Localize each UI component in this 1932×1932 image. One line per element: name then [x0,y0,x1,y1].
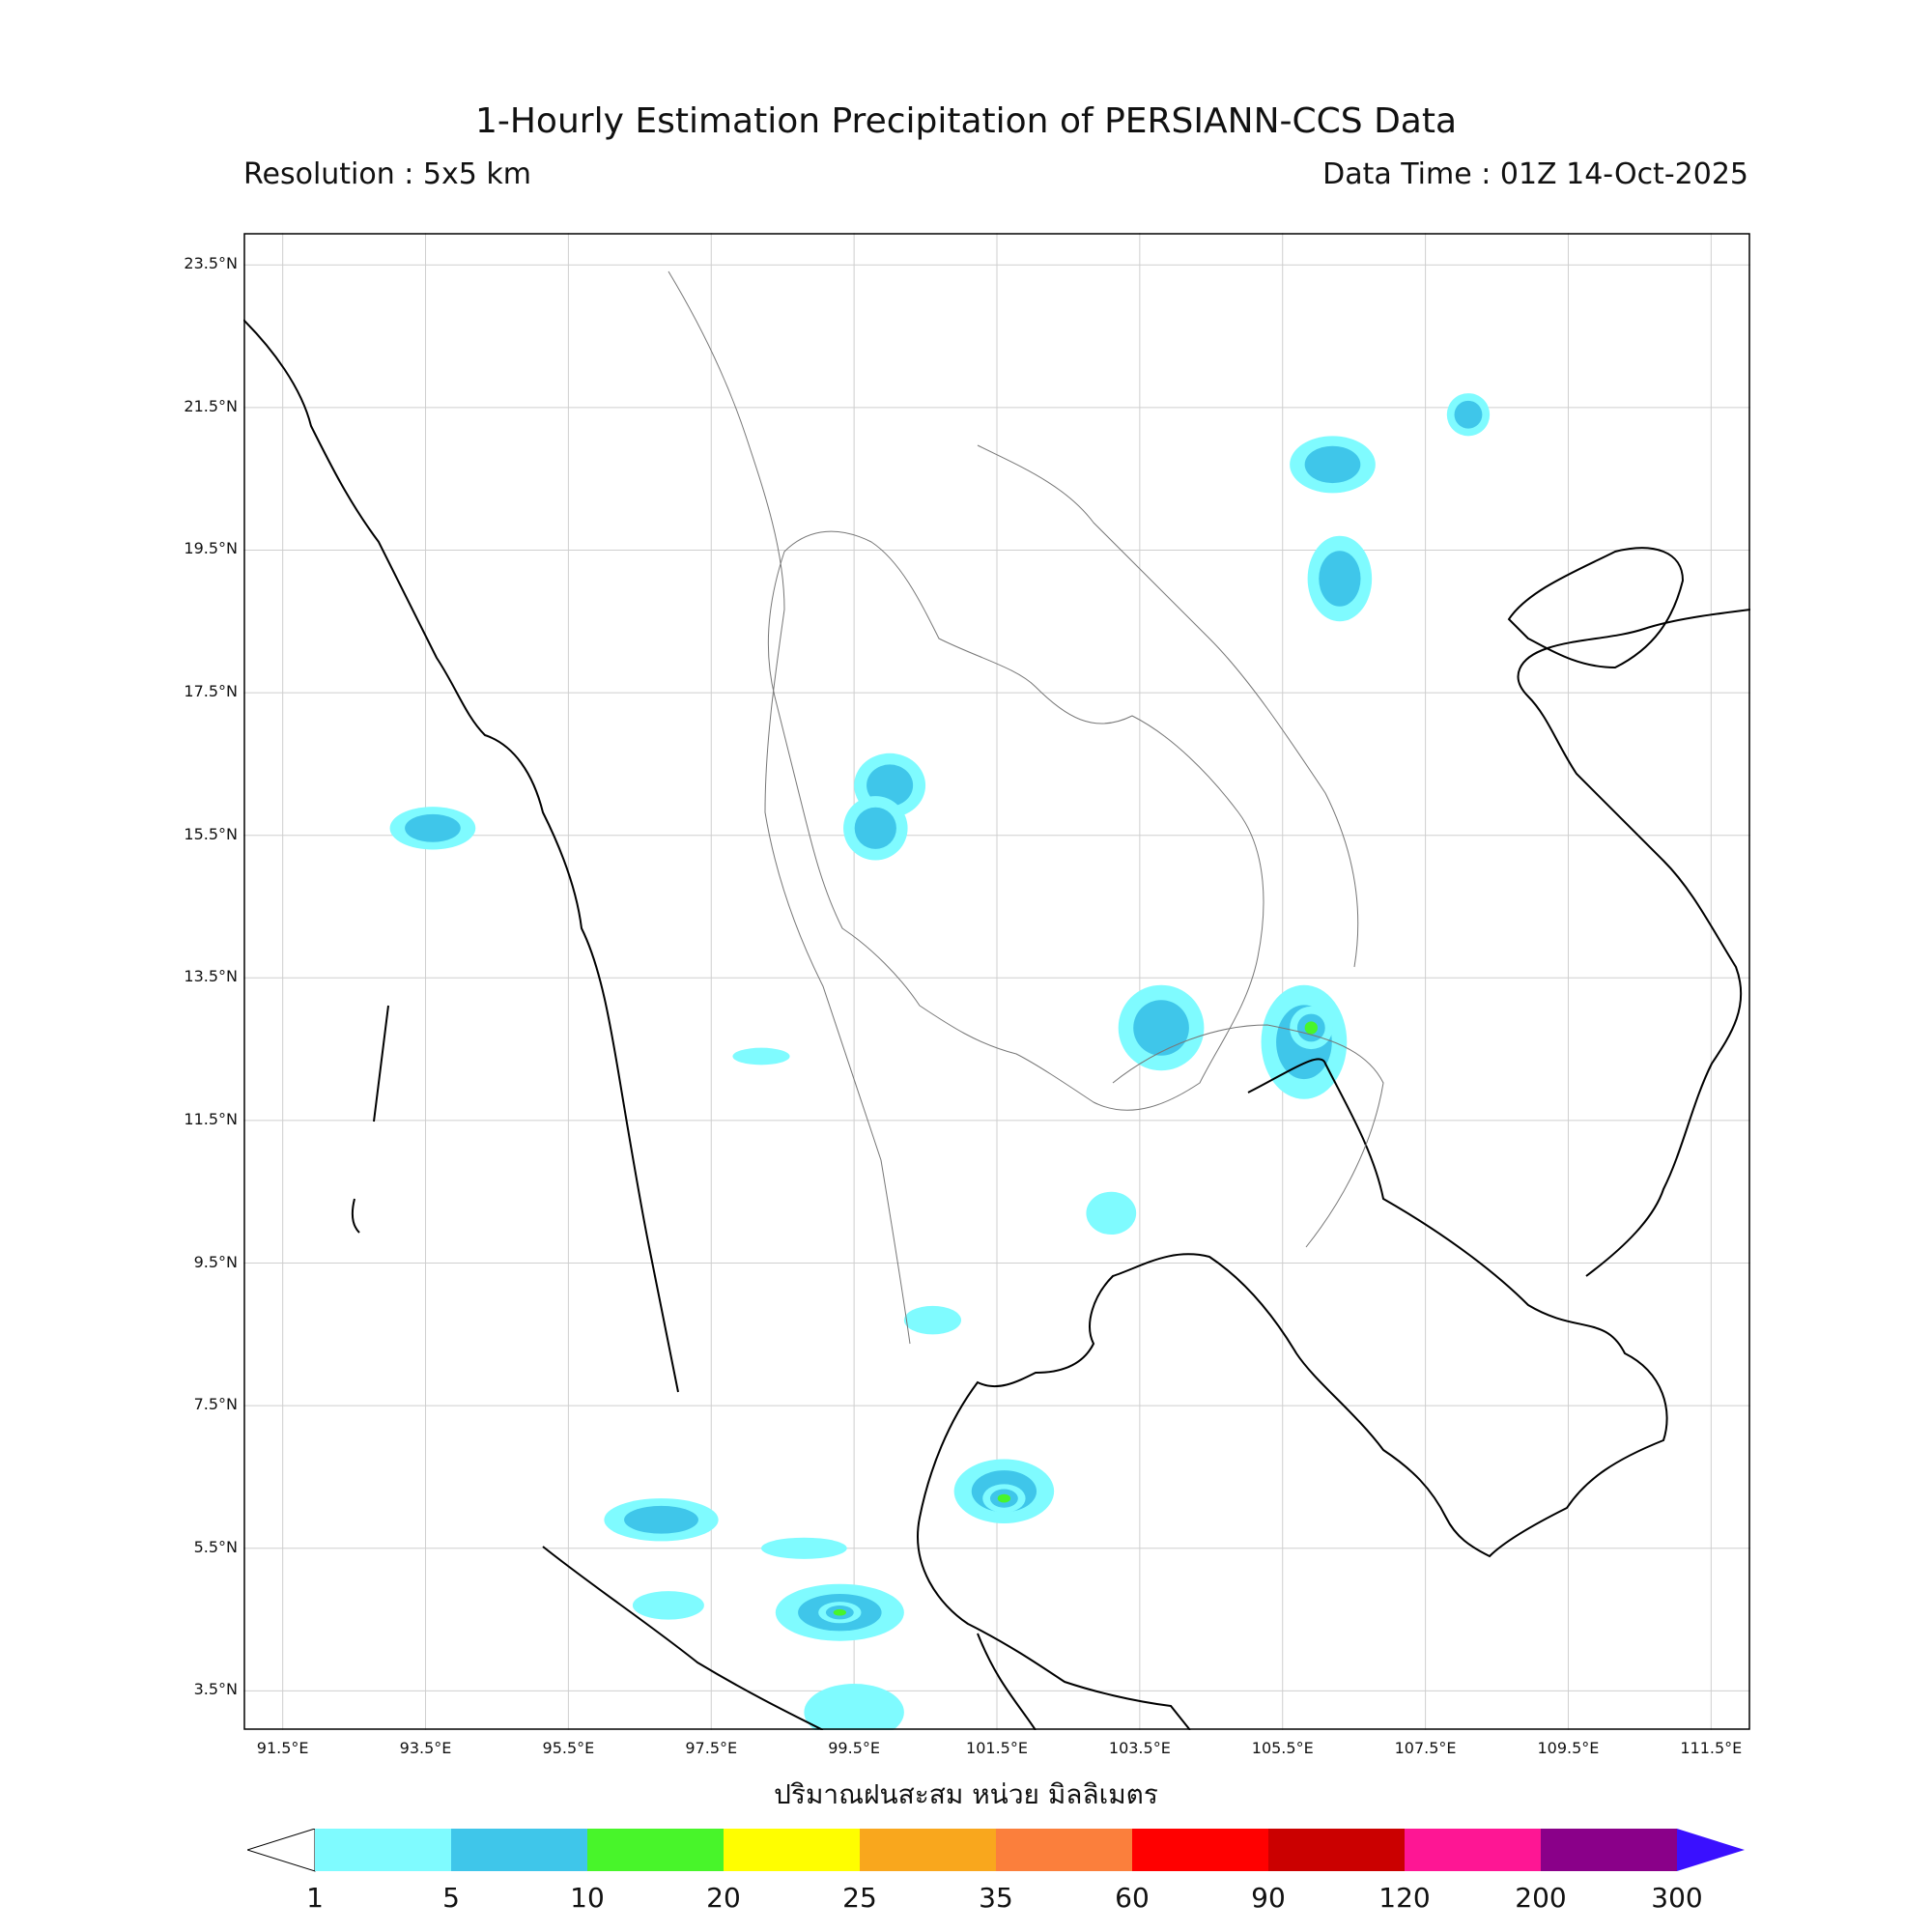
myanmar-coastline [243,319,679,1393]
colorbar-tick-label: 120 [1378,1882,1431,1914]
lon-tick-label: 91.5°E [256,1739,309,1757]
rain-cell [804,1684,904,1730]
rain-cell [1319,551,1361,607]
hainan-coastline [1507,547,1685,669]
rain-cell [632,1591,704,1620]
colorbar-tick-label: 60 [1115,1882,1150,1914]
rain-cell [903,1305,962,1335]
colorbar-over-arrow [1677,1829,1745,1871]
lat-tick-label: 7.5°N [193,1395,238,1414]
indochina-coastline [917,1058,1668,1730]
borders-layer [668,270,1384,1345]
data-time-label: Data Time : 01Z 14-Oct-2025 [1322,157,1748,191]
colorbar-tick-label: 1 [306,1882,324,1914]
colorbar-segment [860,1829,996,1871]
rain-cell [1454,400,1483,429]
rain-cell [833,1608,846,1616]
rain-cell [1133,1000,1189,1056]
colorbar-segment [1132,1829,1268,1871]
lat-tick-label: 9.5°N [193,1252,238,1271]
colorbar-segment [1405,1829,1541,1871]
rain-cell [854,807,896,849]
colorbar-tick-label: 5 [442,1882,460,1914]
cambodia-border [1112,1024,1384,1248]
myanmar-border [668,270,911,1345]
precipitation-map [243,233,1750,1730]
colorbar-segment [587,1829,724,1871]
rain-cell [1086,1191,1137,1236]
malaysia-coastline [977,1633,1037,1730]
lon-tick-label: 103.5°E [1108,1739,1171,1757]
colorbar-segment [996,1829,1132,1871]
x-axis-title: ปริมาณฝนสะสม หน่วย มิลลิเมตร [774,1778,1158,1810]
colorbar-tick-label: 90 [1251,1882,1286,1914]
rain-cell [624,1505,698,1534]
sumatra-coastline [542,1546,824,1730]
lon-tick-label: 99.5°E [828,1739,880,1757]
lat-tick-label: 23.5°N [184,254,238,273]
chart-title: 1-Hourly Estimation Precipitation of PER… [474,101,1458,141]
rain-cell [997,1493,1011,1503]
rain-cell [405,813,461,842]
rain-cells-layer [389,393,1491,1730]
colorbar [247,1829,1745,1872]
rain-cell [867,764,914,807]
laos-border [977,444,1359,968]
colorbar-tick-label: 200 [1515,1882,1567,1914]
colorbar-segment [315,1829,451,1871]
lon-tick-label: 101.5°E [966,1739,1028,1757]
colorbar-under-arrow [247,1829,316,1872]
lat-tick-label: 15.5°N [184,824,238,843]
colorbar-segment [451,1829,587,1871]
colorbar-segments [247,1829,1745,1872]
colorbar-tick-label: 300 [1651,1882,1703,1914]
lat-tick-label: 13.5°N [184,967,238,986]
rain-cell [761,1537,847,1559]
colorbar-segment [1541,1829,1677,1871]
lon-tick-label: 95.5°E [542,1739,595,1757]
colorbar-tick-label: 20 [706,1882,741,1914]
lat-tick-label: 5.5°N [193,1537,238,1556]
resolution-label: Resolution : 5x5 km [243,157,531,191]
colorbar-segment [724,1829,860,1871]
lon-tick-label: 97.5°E [685,1739,738,1757]
thailand-border [767,530,1264,1111]
coastlines-layer [243,319,1750,1730]
lat-tick-label: 21.5°N [184,396,238,415]
colorbar-tick-label: 35 [979,1882,1013,1914]
graticule [243,233,1750,1730]
lon-tick-label: 93.5°E [399,1739,452,1757]
colorbar-tick-label: 25 [842,1882,877,1914]
colorbar-segment [1268,1829,1405,1871]
lon-tick-label: 109.5°E [1537,1739,1600,1757]
lon-tick-label: 111.5°E [1680,1739,1743,1757]
lat-tick-label: 11.5°N [184,1109,238,1128]
lat-tick-label: 19.5°N [184,539,238,558]
lon-tick-label: 107.5°E [1394,1739,1457,1757]
map-border [243,233,1750,1730]
colorbar-tick-label: 10 [570,1882,605,1914]
rain-cell [1304,1021,1318,1035]
rain-cell [732,1047,790,1065]
vietnam-coastline [1517,609,1750,1277]
lat-tick-label: 3.5°N [193,1680,238,1699]
lon-tick-label: 105.5°E [1251,1739,1314,1757]
andaman-islands [351,1005,389,1234]
lat-tick-label: 17.5°N [184,682,238,701]
rain-cell [1304,445,1361,484]
